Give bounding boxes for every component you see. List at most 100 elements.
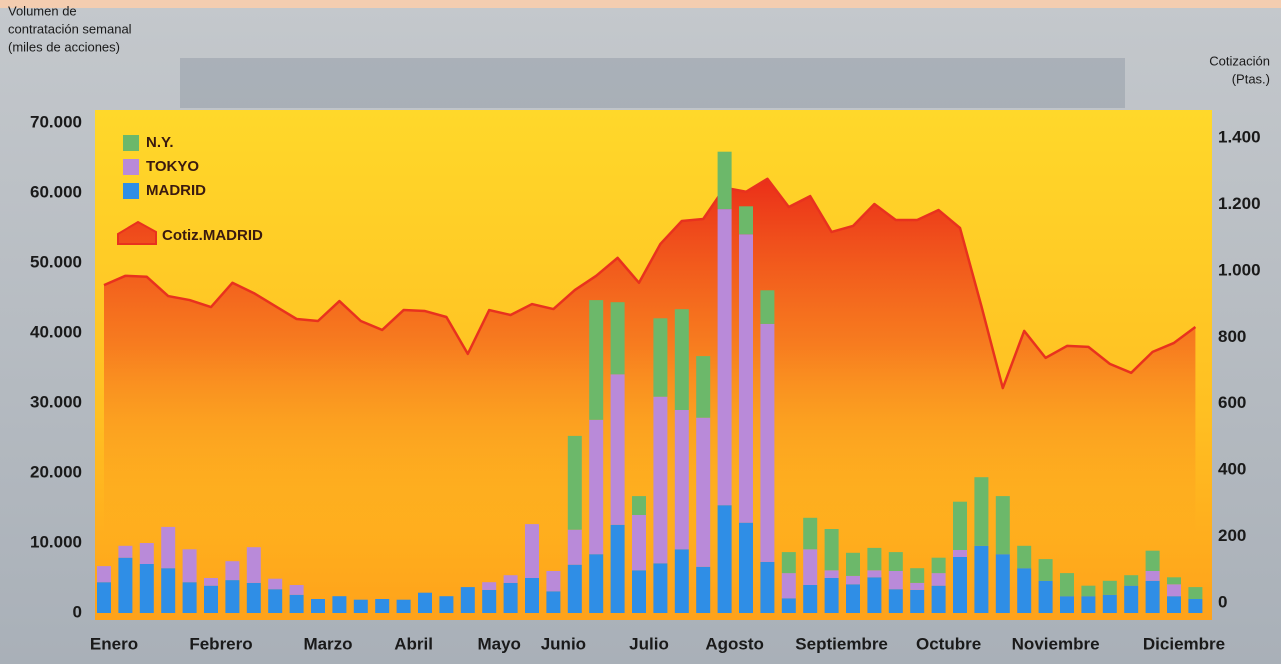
y-axis-title: Volumen de: [8, 3, 77, 18]
bar-segment: [803, 517, 818, 550]
y-tick-label: 50.000: [30, 252, 82, 271]
bar-segment: [1145, 580, 1160, 613]
bar-segment: [674, 549, 689, 613]
y-axis-title: (miles de acciones): [8, 39, 120, 54]
y2-tick-label: 0: [1218, 593, 1227, 612]
bar-segment: [97, 582, 111, 613]
bar-segment: [717, 151, 732, 210]
bar-segment: [268, 578, 283, 590]
bar-segment: [1188, 599, 1203, 613]
bar-segment: [118, 557, 133, 613]
bar-segment: [717, 209, 732, 506]
x-tick-label: Marzo: [303, 634, 352, 653]
bar-segment: [974, 477, 989, 546]
bar-segment: [139, 564, 154, 613]
bar-segment: [1102, 594, 1117, 613]
bar-segment: [867, 547, 882, 571]
bar-segment: [460, 587, 475, 613]
legend-swatch: [123, 183, 139, 199]
bar-segment: [546, 571, 561, 592]
bar-segment: [503, 575, 518, 583]
bar-segment: [1145, 571, 1160, 581]
bar-segment: [760, 561, 775, 613]
bar-segment: [589, 300, 604, 420]
bar-segment: [311, 599, 325, 613]
bar-segment: [1188, 587, 1203, 599]
bar-segment: [97, 566, 111, 583]
y-tick-label: 70.000: [30, 112, 82, 131]
bar-segment: [653, 396, 668, 564]
bar-segment: [995, 496, 1010, 555]
bar-segment: [867, 570, 882, 578]
legend-label: Cotiz.MADRID: [162, 227, 263, 244]
bar-segment: [953, 501, 967, 550]
bar-segment: [1017, 545, 1032, 569]
x-tick-label: Octubre: [916, 634, 981, 653]
top-strip: [0, 0, 1281, 8]
bar-segment: [910, 582, 925, 590]
x-tick-label: Julio: [629, 634, 669, 653]
bar-segment: [589, 419, 604, 555]
price-line: [103, 177, 1197, 390]
bar-segment: [888, 589, 903, 613]
x-tick-label: Septiembre: [795, 634, 888, 653]
bar-segment: [1124, 575, 1139, 586]
header-band: [180, 58, 1125, 108]
bar-segment: [289, 594, 304, 613]
x-tick-label: Febrero: [189, 634, 252, 653]
bar-segment: [760, 290, 775, 324]
bar-segment: [888, 571, 903, 590]
y-tick-label: 60.000: [30, 182, 82, 201]
y2-tick-label: 800: [1218, 327, 1246, 346]
bar-segment: [482, 589, 497, 613]
bar-segment: [204, 585, 218, 613]
bar-segment: [225, 561, 240, 581]
bar-segment: [418, 592, 432, 613]
bar-segment: [1167, 584, 1181, 597]
bar-segment: [632, 570, 646, 613]
bar-segment: [739, 522, 753, 613]
bar-segment: [717, 505, 732, 613]
bar-segment: [846, 552, 860, 576]
bar-segment: [439, 596, 454, 613]
bar-segment: [268, 589, 283, 613]
y2-tick-label: 1.200: [1218, 194, 1261, 213]
bar-segment: [1081, 596, 1096, 613]
bar-segment: [1060, 573, 1074, 597]
bar-segment: [246, 547, 261, 583]
legend-label: N.Y.: [146, 134, 174, 151]
bar-segment: [525, 524, 539, 578]
y2-tick-label: 600: [1218, 393, 1246, 412]
bar-segment: [931, 557, 946, 574]
y2-tick-label: 1.400: [1218, 127, 1261, 146]
bar-segment: [931, 585, 946, 613]
bar-segment: [567, 529, 582, 565]
bar-segment: [760, 323, 775, 562]
bar-segment: [546, 591, 561, 613]
bar-segment: [204, 578, 218, 586]
bar-segment: [118, 545, 133, 558]
bar-segment: [610, 302, 625, 375]
bar-segment: [353, 599, 368, 613]
bar-segment: [696, 417, 711, 567]
bar-segment: [846, 584, 860, 613]
bar-segment: [289, 585, 304, 595]
bar-segment: [525, 578, 539, 613]
y2-tick-label: 1.000: [1218, 260, 1261, 279]
bar-segment: [803, 585, 818, 613]
bar-segment: [1081, 585, 1096, 597]
bar-segment: [1038, 580, 1053, 613]
x-tick-label: Diciembre: [1143, 634, 1225, 653]
bar-segment: [375, 599, 390, 613]
legend-label: TOKYO: [146, 158, 199, 175]
bar-segment: [953, 550, 967, 557]
bar-segment: [781, 598, 796, 613]
x-tick-label: Abril: [394, 634, 433, 653]
y-tick-label: 20.000: [30, 462, 82, 481]
y-axis-title: contratación semanal: [8, 21, 132, 36]
bar-segment: [1167, 596, 1181, 613]
bar-segment: [696, 566, 711, 613]
bar-segment: [1124, 585, 1139, 613]
bar-segment: [781, 573, 796, 599]
